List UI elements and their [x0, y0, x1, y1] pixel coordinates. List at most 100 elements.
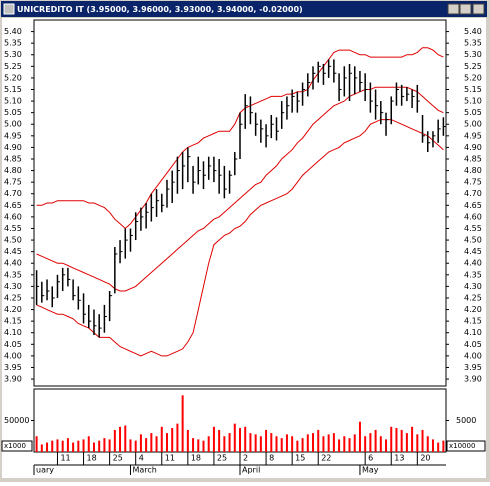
volume-bar [249, 433, 252, 452]
x-tick-label: 15 [295, 454, 305, 463]
y2-tick-label: 4.65 [464, 201, 482, 210]
y2-tick-label: 4.25 [464, 293, 482, 302]
y-tick-label: 4.00 [4, 351, 22, 360]
y-tick-label: 4.20 [4, 305, 22, 314]
volume-bar [66, 438, 69, 452]
y-tick-label: 4.05 [4, 340, 22, 349]
y2-tick-label: 4.30 [464, 282, 482, 291]
volume-bar [233, 423, 236, 452]
volume-bar [301, 438, 304, 452]
y2-tick-label: 4.50 [464, 236, 482, 245]
month-label: April [242, 466, 260, 475]
y-tick-label: 4.35 [4, 270, 22, 279]
y-tick-label: 4.65 [4, 201, 22, 210]
volume-bar [275, 436, 278, 452]
y2-tick-label: 5.20 [464, 73, 482, 82]
x-tick-label: 6 [368, 454, 373, 463]
minimize-button[interactable] [447, 3, 460, 15]
volume-bar [442, 440, 445, 452]
volume-bar [192, 438, 195, 452]
y2-tick-label: 5.10 [464, 97, 482, 106]
y2-tick-label: 5.15 [464, 85, 482, 94]
volume-bar [385, 439, 388, 452]
volume-bar [369, 433, 372, 452]
x-tick-label: 22 [321, 454, 331, 463]
volume-bar [87, 436, 90, 452]
y2-tick-label: 4.60 [464, 212, 482, 221]
volume-bar [332, 433, 335, 452]
x-tick-label: 11 [165, 454, 175, 463]
close-button[interactable] [472, 3, 485, 15]
volume-bar [426, 436, 429, 452]
volume-bar [207, 436, 210, 452]
y2-tick-label: 3.90 [464, 375, 482, 384]
y-tick-label: 4.45 [4, 247, 22, 256]
y-tick-label: 4.50 [4, 236, 22, 245]
price-panel [33, 19, 447, 387]
x-tick-label: 13 [394, 454, 404, 463]
volume-bar [165, 433, 168, 452]
volume-bar [72, 442, 75, 452]
volume-bar [155, 436, 158, 452]
volume-bar [134, 440, 137, 452]
volume-bar [108, 439, 111, 452]
volume-bar [327, 434, 330, 452]
volume-bar [212, 426, 215, 452]
volume-bar [312, 433, 315, 452]
volume-bar [197, 439, 200, 452]
unit-box-right [446, 440, 486, 452]
chart-title: UNICREDITO IT (3.95000, 3.96000, 3.93000… [17, 5, 303, 14]
bollinger-band [36, 86, 444, 292]
volume-bar [343, 436, 346, 452]
window-icon [3, 3, 15, 15]
month-label: uary [36, 466, 54, 475]
volume-bar [259, 436, 262, 452]
volume-bar [306, 434, 309, 452]
volume-bar [358, 421, 361, 452]
y-tick-label: 4.85 [4, 154, 22, 163]
y-tick-label: 5.40 [4, 27, 22, 36]
volume-bar [421, 429, 424, 452]
y2-tick-label: 5.35 [464, 39, 482, 48]
volume-bar [285, 434, 288, 452]
y-tick-label: 5.10 [4, 97, 22, 106]
y-tick-label: 5.25 [4, 62, 22, 71]
x-tick-label: 4 [139, 454, 144, 463]
volume-bar [51, 440, 54, 452]
y2-tick-label: 5.00 [464, 120, 482, 129]
y2-tick-label: 4.00 [464, 351, 482, 360]
y-tick-label: 3.90 [4, 375, 22, 384]
volume-bar [186, 429, 189, 452]
volume-bar [364, 436, 367, 452]
volume-bar [160, 426, 163, 452]
volume-tick-label: 50000 [4, 416, 29, 425]
maximize-button[interactable] [459, 3, 472, 15]
y-tick-label: 5.15 [4, 85, 22, 94]
volume-bar [176, 423, 179, 452]
y-tick-label: 4.70 [4, 189, 22, 198]
y-tick-label: 4.40 [4, 259, 22, 268]
volume-bar [113, 429, 116, 452]
volume-bar [82, 439, 85, 452]
x-tick-label: 8 [269, 454, 274, 463]
x-tick-label: 11 [60, 454, 70, 463]
x-tick-label: 2 [243, 454, 248, 463]
x-tick-label: 18 [87, 454, 97, 463]
y2-tick-label: 4.80 [464, 166, 482, 175]
y-tick-label: 4.60 [4, 212, 22, 221]
y-tick-label: 5.20 [4, 73, 22, 82]
volume-bar [296, 440, 299, 452]
y2-tick-label: 4.55 [464, 224, 482, 233]
volume-bar [150, 433, 153, 452]
volume-bar [379, 436, 382, 452]
volume-bar [139, 434, 142, 452]
volume-bar [280, 438, 283, 452]
y2-tick-label: 5.30 [464, 50, 482, 59]
x-tick-label: 25 [217, 454, 227, 463]
volume-bar [338, 439, 341, 452]
volume-bar [46, 442, 49, 452]
y2-tick-label: 4.70 [464, 189, 482, 198]
y-tick-label: 5.00 [4, 120, 22, 129]
y2-tick-label: 4.45 [464, 247, 482, 256]
y2-tick-label: 4.35 [464, 270, 482, 279]
